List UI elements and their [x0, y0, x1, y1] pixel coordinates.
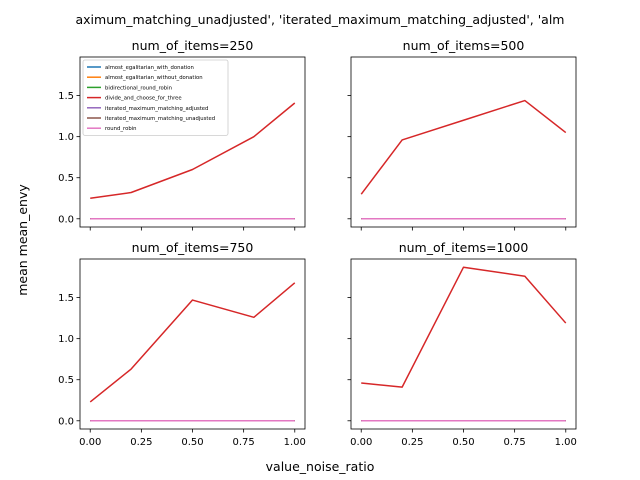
legend-label: almost_egalitarian_with_donation: [105, 65, 194, 71]
series-line-divide-and-choose-for-three: [360, 99, 567, 195]
x-tick-label: 1.00: [284, 437, 306, 448]
x-tick-label: 0.50: [452, 437, 474, 448]
x-tick-label: 1.00: [555, 437, 577, 448]
y-tick-label: 1.5: [58, 91, 74, 102]
subplot-4: num_of_items=1000 0.00 0.25 0.50 0.75 1.00: [347, 240, 577, 448]
plot-area-frame: [350, 258, 577, 430]
figure-x-axis-label: value_noise_ratio: [266, 459, 375, 474]
y-tick-label: 0.0: [58, 214, 74, 225]
y-tick-label: 1.0: [58, 132, 74, 143]
subplot-grid: num_of_items=250 0.0 0.5 1.0 1.5 almost_egali…: [58, 38, 577, 448]
series-line-divide-and-choose-for-three: [361, 266, 567, 388]
y-tick-label: 0.5: [58, 173, 74, 184]
x-tick-label: 0.50: [181, 437, 203, 448]
y-tick-label: 1.5: [58, 293, 74, 304]
subplot-2: num_of_items=500: [347, 38, 577, 231]
plot-area-frame: [79, 56, 306, 228]
plot-area-frame: [350, 56, 577, 228]
legend-label: divide_and_choose_for_three: [105, 96, 182, 102]
subplot-title: num_of_items=750: [132, 240, 254, 255]
subplot-3: num_of_items=750 0.00 0.25 0.50 0.75 1.00 0.0 0…: [58, 240, 306, 448]
x-tick-label: 0.75: [233, 437, 255, 448]
y-tick-label: 1.0: [58, 334, 74, 345]
legend-label: iterated_maximum_matching_adjusted: [105, 106, 208, 112]
series-line-divide-and-choose-for-three: [90, 102, 296, 200]
subplot-1: num_of_items=250 0.0 0.5 1.0 1.5 almost_egali…: [58, 38, 306, 231]
figure-suptitle: aximum_matching_unadjusted', 'iterated_m…: [75, 12, 564, 27]
subplot-title: num_of_items=250: [132, 38, 254, 53]
legend-box: [82, 59, 229, 136]
x-tick-label: 0.00: [79, 437, 101, 448]
legend: almost_egalitarian_with_donation almost_e…: [82, 59, 229, 136]
y-tick-label: 0.5: [58, 375, 74, 386]
x-tick-label: 0.75: [504, 437, 526, 448]
y-tick-label: 0.0: [58, 416, 74, 427]
subplot-title: num_of_items=500: [403, 38, 525, 53]
x-tick-label: 0.25: [130, 437, 152, 448]
series-line-divide-and-choose-for-three: [89, 282, 296, 403]
legend-label: round_robin: [105, 126, 137, 132]
legend-label: bidirectional_round_robin: [105, 85, 172, 91]
subplot-title: num_of_items=1000: [399, 240, 529, 255]
legend-label: iterated_maximum_matching_unadjusted: [105, 116, 215, 122]
legend-label: almost_egalitarian_without_donation: [105, 75, 203, 81]
plot-area-frame: [79, 258, 306, 430]
x-tick-label: 0.25: [401, 437, 423, 448]
x-tick-label: 0.00: [350, 437, 372, 448]
figure-y-axis-label: mean mean_envy: [15, 184, 30, 296]
